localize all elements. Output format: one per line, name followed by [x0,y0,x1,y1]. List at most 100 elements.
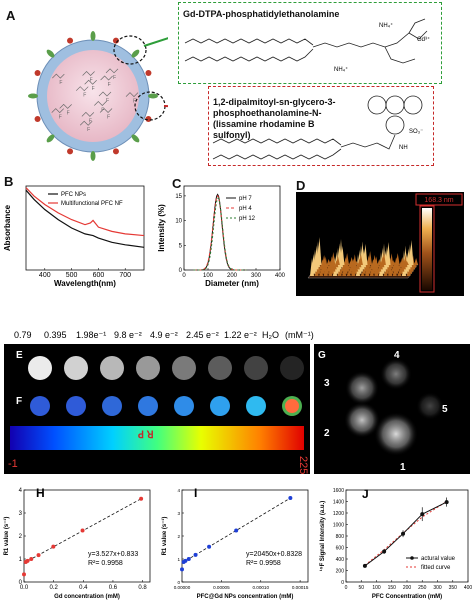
series-line [25,189,145,248]
afm-surface [307,237,419,279]
data-point [186,557,191,561]
y-tick-label: 0 [19,580,23,586]
colormap-phantom [210,396,230,416]
afm-peak [395,253,400,265]
concentration-label: (mM⁻¹) [285,330,314,340]
regression-equation: y=20450x+0.8328 [246,551,302,558]
colormap-phantom [246,396,266,416]
colormap-phantom [66,396,86,416]
colormap-bar [10,426,304,450]
afm-peak [340,246,345,265]
concentration-header: 0.79 0.395 1.98e⁻¹ 9.8 e⁻² 4.9 e⁻² 2.45 e⁻² 1.… [14,330,314,340]
t1-phantom [172,356,196,380]
afm-peak [346,265,351,270]
svg-text:F: F [90,77,93,83]
rhodamine-marker [67,148,74,155]
legend-label: pH 4 [239,206,252,212]
rhodamine-structure: SO₃⁻ NH [212,95,423,160]
y-tick-label: 15 [175,194,182,200]
svg-text:F: F [59,115,62,121]
gd-dtpa-title: Gd-DTPA-phosphatidylethanolamine [183,9,340,19]
f19-spot [380,358,412,390]
afm-peak [375,263,380,268]
rhodamine-marker [67,37,74,44]
x-tick-label: 500 [66,272,78,279]
y-tick-label: 1000 [333,523,344,529]
x-axis-label: PFC@Gd NPs concentration (mM) [197,594,294,600]
rhodamine-marker [34,70,41,77]
highlight-circle-gd [113,35,147,65]
spot-label: 4 [394,350,400,361]
y-tick-label: 0 [177,580,180,585]
rhodamine-title: 1,2-dipalmitoyl-sn-glycero-3-phosphoetha… [213,97,336,140]
x-tick-label: 50 [358,585,364,591]
t1-phantom [244,356,268,380]
data-point [51,544,56,549]
data-point [180,567,184,572]
afm-peak [400,257,405,265]
chart-c-size-distribution: 0 100 200 300 400 0 5 10 15 Diameter (nm) Intensit… [157,185,286,288]
data-point [22,572,26,577]
x-axis-label: Diameter (nm) [205,279,259,288]
colormap-phantom [174,396,194,416]
colormap-phantom [138,396,158,416]
y-tick-label: 800 [336,534,345,540]
pfc-core [47,50,139,142]
surface-markers [28,31,158,161]
x-tick-label: 0.6 [109,585,118,591]
panel-label-g: G [318,350,326,361]
y-tick-label: 4 [177,488,180,493]
y-tick-label: 400 [336,557,345,563]
afm-peak [386,242,391,265]
x-tick-label: 200 [403,585,412,591]
plot-frame [181,489,309,583]
svg-text:F: F [89,118,92,124]
colormap-phantom-center [285,399,299,413]
afm-peak [322,255,327,265]
gd-dtpa-structure: NH₄⁺ NH₄⁺ Gd³⁺ [184,18,430,73]
colormap-phantom [102,396,122,416]
gd-lipid-marker [131,134,140,143]
gd-dtpa-structure-box: Gd-DTPA-phosphatidylethanolamine NH₄⁺ NH… [178,2,442,84]
y-tick-label: 10 [175,219,182,225]
y-axis-label: Intensity (%) [157,204,166,252]
x-tick-label: 0.0 [20,585,29,591]
afm-peak [335,256,340,265]
svg-text:NH₄⁺: NH₄⁺ [334,66,348,73]
y-tick-label: 0 [341,580,344,586]
x-tick-label: 300 [433,585,442,591]
data-point [36,553,41,558]
x-tick-label: 600 [93,272,105,279]
f19-spot [374,412,418,456]
panel-label: J [362,487,369,501]
rhodamine-structure-box: 1,2-dipalmitoyl-sn-glycero-3-phosphoetha… [208,86,434,166]
svg-text:NH₄⁺: NH₄⁺ [379,22,393,29]
afm-peak [377,259,382,265]
gd-lipid-marker [90,151,96,161]
data-point [234,528,239,533]
y-tick-label: 1600 [333,488,344,494]
afm-peak [391,260,396,265]
svg-text:F: F [59,80,62,86]
panel-label: I [194,486,197,500]
y-tick-label: 2 [177,534,180,539]
t1-phantom [64,356,88,380]
panel-label-b: B [4,174,14,189]
svg-text:F: F [87,127,90,133]
x-tick-label: 700 [119,272,131,279]
colorbar-text: ꓒ ꓤ [138,430,154,441]
x-tick-label: 0.00010 [252,585,269,590]
concentration-label: 0.395 [44,330,67,340]
x-axis-label: Gd concentration (mM) [54,594,120,600]
y-axis-label: ¹⁹F Signal Intensity (a.u.) [319,501,326,572]
y-tick-label: 1 [177,557,180,562]
regression-r2: R²= 0.9958 [246,560,281,567]
data-point [444,500,449,505]
legend-label: PFC NPs [61,192,86,198]
gd-lipid-marker [131,49,140,58]
afm-peak [331,252,336,265]
afm-peak [358,254,363,265]
data-point [420,512,425,517]
t1-phantom [28,356,52,380]
